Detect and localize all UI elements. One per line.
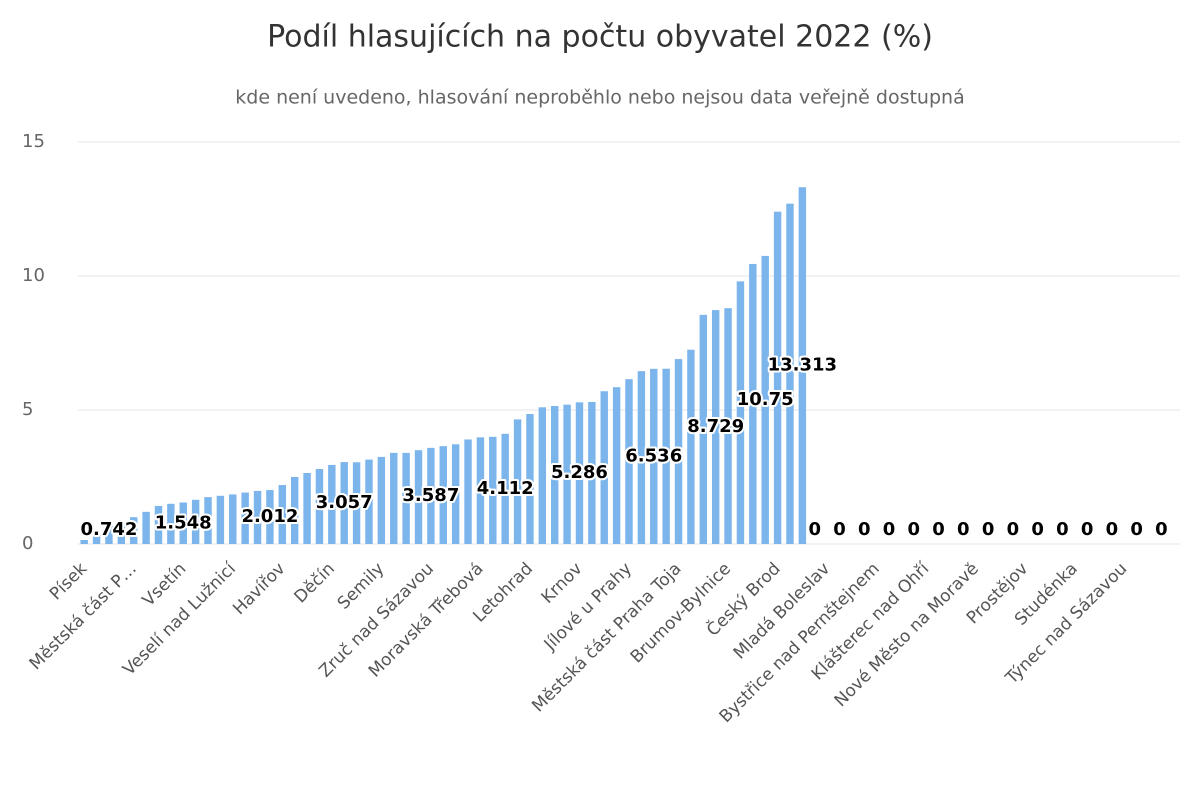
- bar: [513, 419, 522, 544]
- bar: [365, 459, 373, 544]
- data-label: 0: [858, 519, 871, 540]
- data-label: 0.742: [80, 519, 137, 540]
- y-tick-label: 10: [22, 265, 45, 286]
- data-label: 0: [1155, 519, 1168, 540]
- bar: [427, 447, 435, 544]
- data-label: 0: [1031, 519, 1044, 540]
- data-label: 4.112: [477, 478, 534, 499]
- data-label: 0: [932, 519, 945, 540]
- data-label: 0: [1130, 519, 1143, 540]
- bar: [328, 464, 336, 544]
- bar: [191, 499, 200, 544]
- bar: [439, 446, 447, 544]
- x-tick-label: Jílové u Prahy: [540, 559, 636, 655]
- bar: [402, 452, 410, 544]
- data-label: 1.548: [155, 512, 212, 533]
- bar: [526, 414, 534, 544]
- bar: [303, 472, 311, 544]
- bar: [117, 522, 126, 544]
- bar: [625, 379, 633, 544]
- bar: [414, 450, 423, 544]
- bar: [142, 511, 150, 544]
- bar: [241, 492, 249, 544]
- bar: [92, 534, 101, 544]
- bar: [377, 456, 386, 544]
- bar: [761, 255, 769, 544]
- bar: [315, 468, 324, 544]
- data-label: 3.587: [402, 485, 459, 506]
- bar: [550, 405, 559, 544]
- chart-subtitle: kde není uvedeno, hlasování neproběhlo n…: [235, 87, 964, 109]
- bar: [154, 505, 163, 544]
- bar: [699, 314, 708, 544]
- bar: [501, 433, 509, 544]
- bar: [476, 437, 485, 544]
- bar: [390, 452, 398, 544]
- bar: [736, 281, 745, 544]
- bar: [724, 308, 732, 544]
- bar: [600, 391, 608, 544]
- bar: [798, 187, 807, 544]
- data-label: 8.729: [687, 416, 744, 437]
- bar: [711, 310, 720, 544]
- data-label: 10.75: [737, 389, 794, 410]
- bar: [204, 497, 212, 544]
- data-label: 0: [1056, 519, 1069, 540]
- x-tick-label: Děčín: [291, 559, 339, 607]
- x-tick-label: Písek: [46, 559, 91, 604]
- y-tick-label: 5: [22, 399, 33, 420]
- bar: [451, 444, 460, 544]
- bar: [612, 387, 621, 544]
- data-label: 0: [908, 519, 921, 540]
- data-label: 13.313: [768, 355, 837, 376]
- bar: [563, 404, 571, 544]
- bar: [588, 401, 596, 544]
- chart-title: Podíl hlasujících na počtu obyvatel 2022…: [267, 20, 933, 55]
- data-label: 0: [833, 519, 846, 540]
- bar: [290, 477, 299, 544]
- data-label: 0: [982, 519, 995, 540]
- bar: [352, 462, 361, 544]
- data-label: 0: [808, 519, 821, 540]
- bar: [340, 462, 348, 544]
- bar: [253, 490, 262, 544]
- bar: [575, 402, 584, 544]
- data-label: 0: [1007, 519, 1020, 540]
- bar: [266, 490, 274, 544]
- data-label: 0: [957, 519, 970, 540]
- data-label: 5.286: [551, 462, 608, 483]
- bar: [786, 203, 794, 544]
- y-tick-label: 15: [22, 131, 45, 152]
- data-label: 0: [1081, 519, 1094, 540]
- bar: [687, 349, 695, 544]
- bar: [637, 371, 646, 544]
- bar: [278, 485, 287, 544]
- bar: [130, 517, 138, 544]
- bar: [179, 502, 187, 544]
- data-label: 0: [883, 519, 896, 540]
- bar: [674, 359, 683, 544]
- x-tick-label: Havířov: [229, 559, 289, 619]
- bar: [167, 503, 175, 544]
- data-label: 2.012: [241, 506, 298, 527]
- bar: [229, 494, 237, 544]
- bar: [538, 407, 547, 544]
- data-label: 3.057: [316, 492, 373, 513]
- bar: [749, 263, 757, 544]
- data-label: 6.536: [625, 445, 682, 466]
- bar: [489, 436, 497, 544]
- bar: [464, 439, 472, 544]
- y-tick-label: 0: [22, 533, 33, 554]
- bar: [105, 524, 113, 544]
- bar: [773, 211, 782, 544]
- data-label: 0: [1106, 519, 1119, 540]
- bar: [662, 368, 670, 544]
- bar: [80, 539, 88, 544]
- bar: [650, 368, 658, 544]
- bar: [216, 495, 225, 544]
